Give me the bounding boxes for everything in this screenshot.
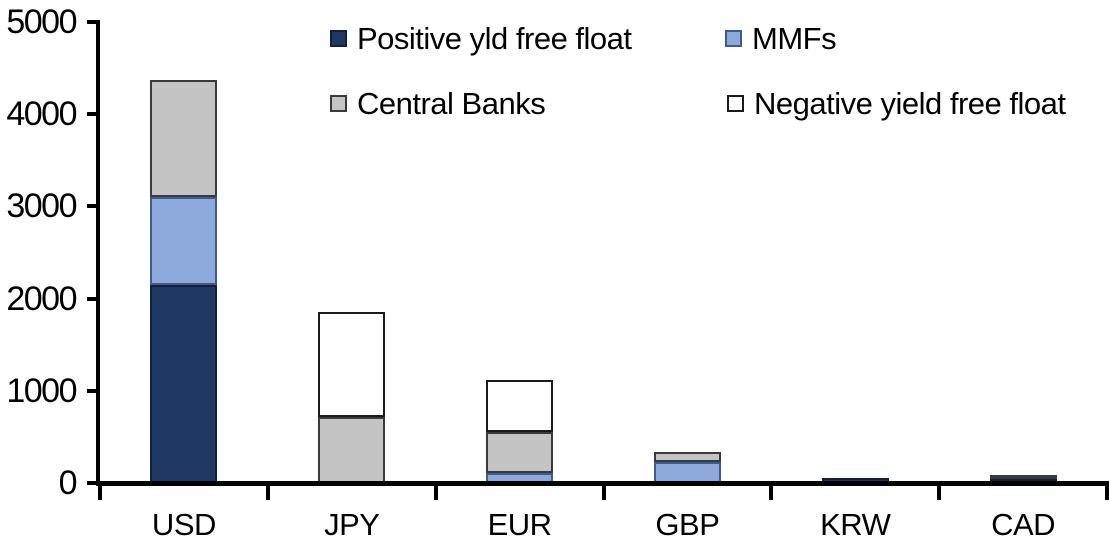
legend-swatch-negative-yield-free-float	[727, 94, 744, 112]
y-axis-tick-label: 0	[58, 464, 78, 502]
x-axis-tick	[937, 483, 942, 500]
y-axis-tick-label: 3000	[6, 187, 77, 226]
x-axis-tick	[98, 483, 102, 500]
bar-segment-EUR-central-banks	[486, 431, 554, 473]
x-axis-category-label: KRW	[820, 507, 891, 542]
bar-segment-EUR-negative-yield-free-float	[486, 379, 554, 432]
legend-label-positive-yld-free-float: Positive yld free float	[357, 20, 632, 56]
legend-item-negative-yield-free-float: Negative yield free float	[727, 83, 1066, 123]
bar-segment-USD-positive-yld-free-float	[150, 284, 218, 483]
legend-label-mmfs: MMFs	[752, 20, 837, 56]
legend-swatch-central-banks	[330, 94, 347, 112]
x-axis-tick	[1105, 483, 1109, 500]
y-axis-tick	[87, 204, 100, 209]
y-axis-tick-label: 1000	[6, 371, 77, 410]
y-axis-tick	[87, 20, 100, 24]
bar-segment-GBP-mmfs	[653, 461, 721, 483]
legend-swatch-mmfs	[725, 29, 742, 47]
y-axis-line	[96, 20, 100, 486]
y-axis-tick-label: 5000	[6, 3, 77, 41]
x-axis-tick	[601, 483, 606, 500]
bar-segment-JPY-negative-yield-free-float	[318, 312, 386, 418]
y-axis-tick-label: 2000	[6, 279, 77, 318]
legend-item-central-banks: Central Banks	[330, 83, 546, 123]
x-axis-category-label: GBP	[655, 507, 720, 542]
x-axis-category-label: CAD	[991, 507, 1056, 542]
bar-segment-USD-central-banks	[150, 80, 218, 198]
x-axis-line	[96, 481, 1109, 486]
x-axis-category-label: JPY	[324, 507, 380, 542]
legend-item-positive-yld-free-float: Positive yld free float	[330, 18, 632, 58]
x-axis-category-label: USD	[151, 507, 216, 542]
legend-label-central-banks: Central Banks	[357, 85, 546, 121]
legend-item-mmfs: MMFs	[725, 18, 837, 58]
x-axis-tick	[265, 483, 270, 500]
y-axis-tick	[87, 112, 100, 117]
x-axis-tick	[433, 483, 438, 500]
bar-segment-JPY-central-banks	[318, 417, 386, 483]
bar-segment-GBP-central-banks	[653, 451, 721, 462]
x-axis-tick	[769, 483, 774, 500]
y-axis-tick-label: 4000	[6, 95, 77, 134]
bar-segment-USD-mmfs	[150, 197, 218, 285]
y-axis-tick	[87, 481, 100, 485]
y-axis-tick	[87, 388, 100, 393]
y-axis-tick	[87, 296, 100, 301]
legend-swatch-positive-yld-free-float	[330, 29, 347, 47]
legend-label-negative-yield-free-float: Negative yield free float	[754, 85, 1066, 121]
bar-segment-CAD-central-banks	[989, 474, 1057, 479]
x-axis-category-label: EUR	[487, 507, 552, 542]
